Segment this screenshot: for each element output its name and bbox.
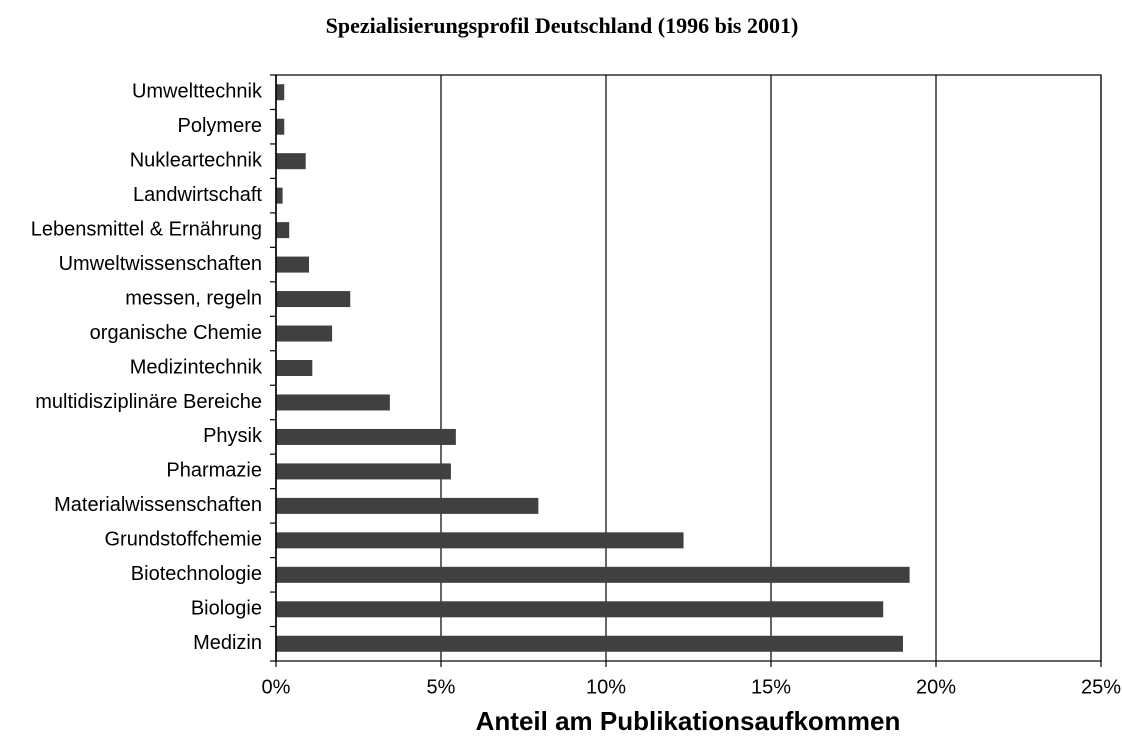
bar <box>276 118 285 135</box>
bar <box>276 463 451 480</box>
bar <box>276 222 290 239</box>
bar <box>276 601 884 618</box>
bar <box>276 428 456 445</box>
y-tick-label: Biotechnologie <box>131 563 262 585</box>
bar <box>276 84 285 101</box>
y-tick-label: Polymere <box>178 115 262 137</box>
y-tick-label: Materialwissenschaften <box>54 494 262 516</box>
y-tick-label: Umwelttechnik <box>132 81 263 103</box>
y-tick-label: Landwirtschaft <box>133 184 262 206</box>
bar <box>276 394 390 411</box>
x-tick-label: 15% <box>751 676 791 698</box>
bar <box>276 566 910 583</box>
bar <box>276 187 283 204</box>
y-tick-label: organische Chemie <box>90 322 262 344</box>
chart-title: Spezialisierungsprofil Deutschland (1996… <box>326 13 799 38</box>
bar <box>276 256 309 273</box>
y-tick-label: Nukleartechnik <box>130 149 263 171</box>
x-tick-label: 5% <box>427 676 456 698</box>
x-tick-label: 25% <box>1081 676 1121 698</box>
y-tick-label: messen, regeln <box>125 287 262 309</box>
y-tick-label: Medizin <box>193 632 262 654</box>
y-tick-label: Lebensmittel & Ernährung <box>31 218 262 240</box>
y-tick-label: Biologie <box>191 598 262 620</box>
x-tick-label: 10% <box>586 676 626 698</box>
x-axis-title: Anteil am Publikationsaufkommen <box>476 706 901 736</box>
y-tick-label: Medizintechnik <box>130 356 263 378</box>
y-tick-label: Grundstoffchemie <box>105 529 263 551</box>
y-tick-label: Physik <box>203 425 263 447</box>
x-tick-label: 0% <box>262 676 291 698</box>
bar <box>276 153 306 170</box>
bar <box>276 497 539 514</box>
y-tick-label: Umweltwissenschaften <box>59 253 262 275</box>
bar <box>276 360 313 376</box>
y-tick-label: multidisziplinäre Bereiche <box>35 391 262 413</box>
bar <box>276 635 903 652</box>
y-tick-label: Pharmazie <box>166 460 262 482</box>
bar <box>276 291 351 308</box>
bar <box>276 532 684 549</box>
bar <box>276 325 333 342</box>
x-tick-label: 20% <box>916 676 956 698</box>
